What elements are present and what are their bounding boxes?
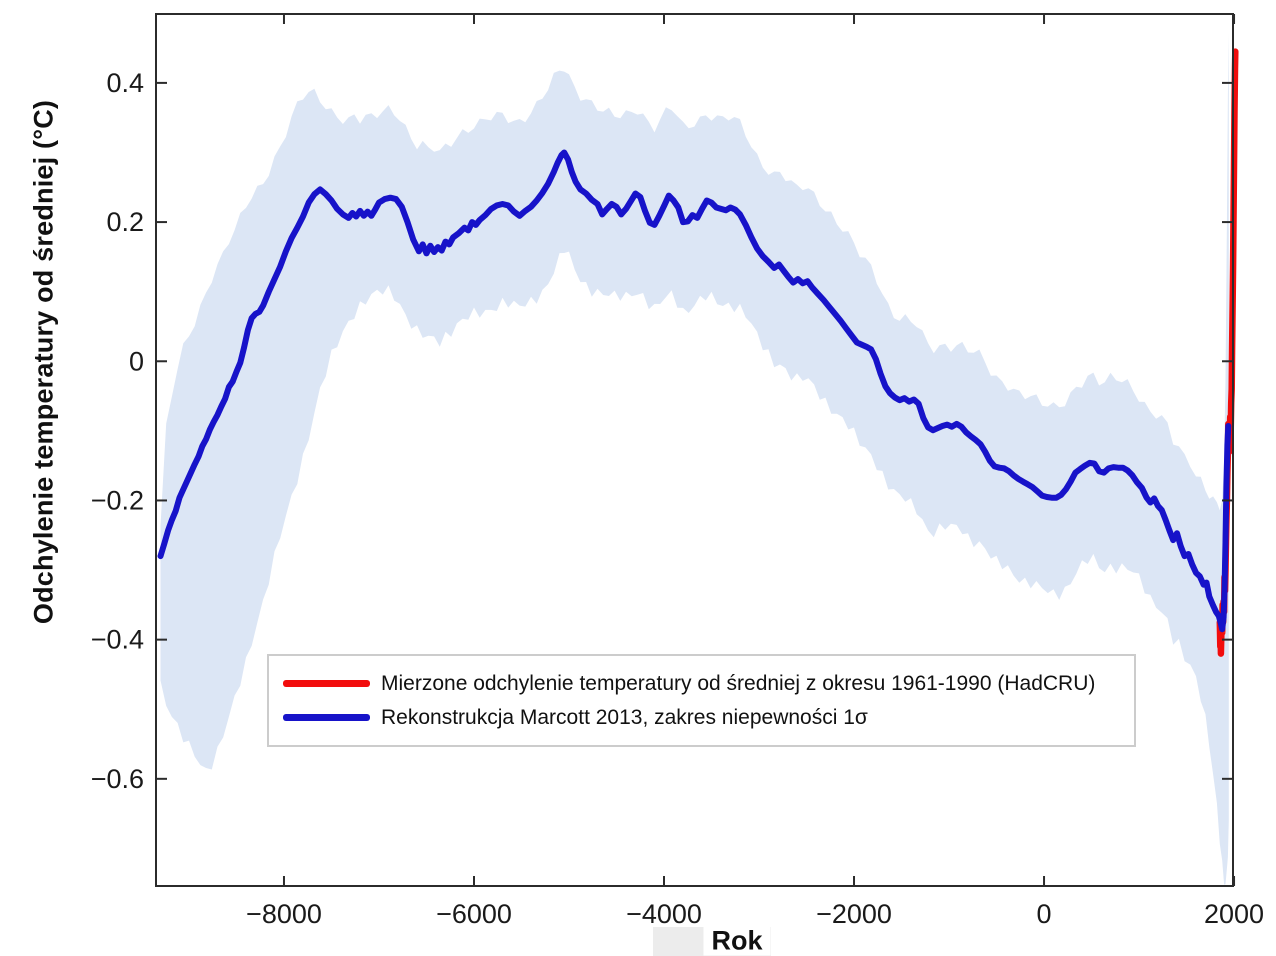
marcott-line-sample [283,714,370,721]
hadcru-line-sample [283,680,370,687]
y-tick-label: 0.4 [106,68,144,98]
x-tick-label: −6000 [436,899,512,929]
x-tick-label: −2000 [816,899,892,929]
reconstruction-line [157,149,1232,633]
x-tick-label: 0 [1037,899,1052,929]
legend-label-hadcru: Mierzone odchylenie temperatury od średn… [381,671,1096,695]
legend-item-hadcru: Mierzone odchylenie temperatury od średn… [283,672,1134,696]
x-tick-label: 2000 [1204,899,1264,929]
plot-frame [155,13,1234,887]
legend: Mierzone odchylenie temperatury od średn… [267,654,1136,747]
x-tick-label: −4000 [626,899,702,929]
x-tick-label: −8000 [246,899,322,929]
y-tick-label: 0 [129,346,144,376]
y-tick-label: −0.6 [91,764,144,794]
y-axis-title: Odchylenie temperatury od średniej (°C) [28,99,59,625]
x-axis-title-wrap: Rok [703,925,771,956]
x-axis-title: Rok [703,925,771,956]
y-tick-label: −0.4 [91,625,144,655]
y-tick-label: 0.2 [106,207,144,237]
legend-item-marcott: Rekonstrukcja Marcott 2013, zakres niepe… [283,706,1134,730]
y-tick-label: −0.2 [91,485,144,515]
legend-label-marcott: Rekonstrukcja Marcott 2013, zakres niepe… [381,705,868,729]
